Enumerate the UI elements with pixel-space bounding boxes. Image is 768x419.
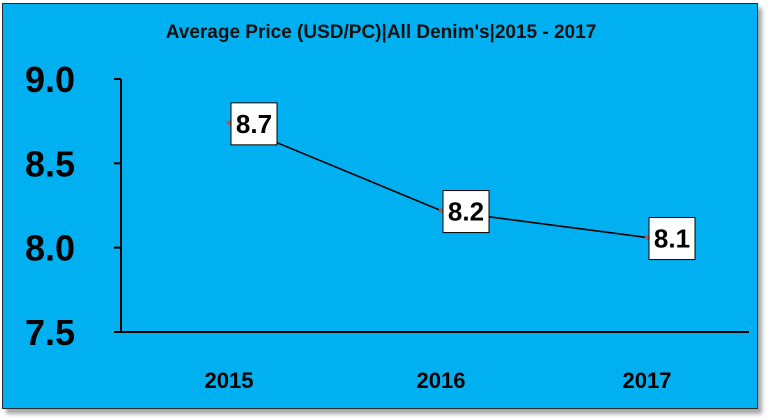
data-point bbox=[644, 235, 650, 240]
chart-title: Average Price (USD/PC)|All Denim's|2015 … bbox=[166, 22, 597, 43]
data-point bbox=[226, 120, 232, 126]
x-tick-label: 2016 bbox=[417, 368, 466, 393]
data-point bbox=[438, 208, 444, 213]
line-chart: Average Price (USD/PC)|All Denim's|2015 … bbox=[3, 4, 757, 408]
data-label: 8.7 bbox=[236, 109, 272, 139]
y-tick-label: 7.5 bbox=[25, 312, 75, 353]
data-label: 8.2 bbox=[448, 197, 484, 227]
data-label: 8.1 bbox=[654, 224, 690, 254]
y-tick-label: 8.0 bbox=[25, 228, 75, 269]
chart-background bbox=[3, 4, 757, 408]
x-tick-label: 2017 bbox=[623, 368, 672, 393]
data-label-box bbox=[442, 190, 490, 234]
x-tick-label: 2015 bbox=[205, 368, 254, 393]
data-label-box bbox=[230, 102, 278, 146]
y-tick-label: 9.0 bbox=[25, 59, 75, 100]
chart-frame: Average Price (USD/PC)|All Denim's|2015 … bbox=[2, 3, 758, 409]
y-tick-label: 8.5 bbox=[25, 143, 75, 184]
plot-area: 9.0 8.5 8.0 7.5 2015 2016 2017 8.7 8.2 8.1 bbox=[25, 59, 749, 393]
data-label-box bbox=[648, 217, 696, 261]
